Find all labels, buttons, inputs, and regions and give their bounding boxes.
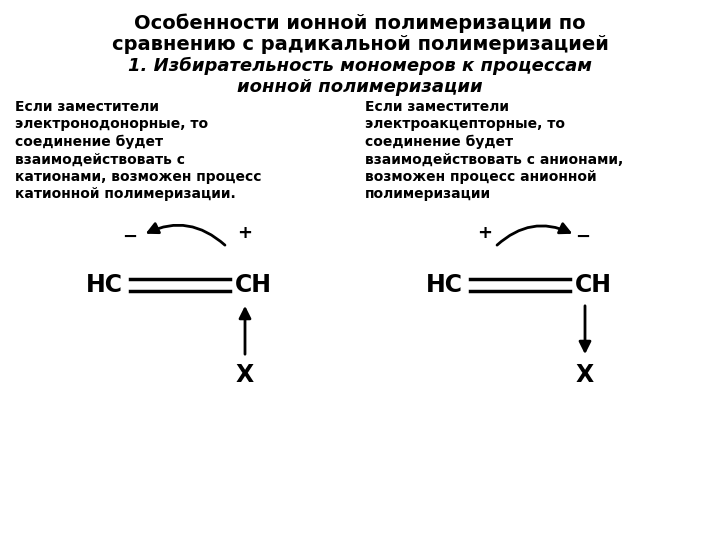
Text: CH: CH	[575, 273, 612, 297]
Text: HC: HC	[86, 273, 123, 297]
Text: X: X	[576, 363, 594, 387]
Text: CH: CH	[235, 273, 272, 297]
Text: HC: HC	[426, 273, 463, 297]
Text: −: −	[575, 228, 590, 246]
Text: Особенности ионной полимеризации по: Особенности ионной полимеризации по	[134, 13, 586, 32]
Text: −: −	[122, 228, 138, 246]
Text: X: X	[236, 363, 254, 387]
Text: 1. Избирательность мономеров к процессам: 1. Избирательность мономеров к процессам	[128, 57, 592, 75]
Text: Если заместители
электроакцепторные, то
соединение будет
взаимодействовать с ани: Если заместители электроакцепторные, то …	[365, 100, 624, 201]
Text: сравнению с радикальной полимеризацией: сравнению с радикальной полимеризацией	[112, 35, 608, 54]
Text: ионной полимеризации: ионной полимеризации	[237, 78, 483, 96]
Text: +: +	[238, 224, 253, 242]
Text: +: +	[477, 224, 492, 242]
Text: Если заместители
электронодонорные, то
соединение будет
взаимодействовать с
кати: Если заместители электронодонорные, то с…	[15, 100, 261, 201]
